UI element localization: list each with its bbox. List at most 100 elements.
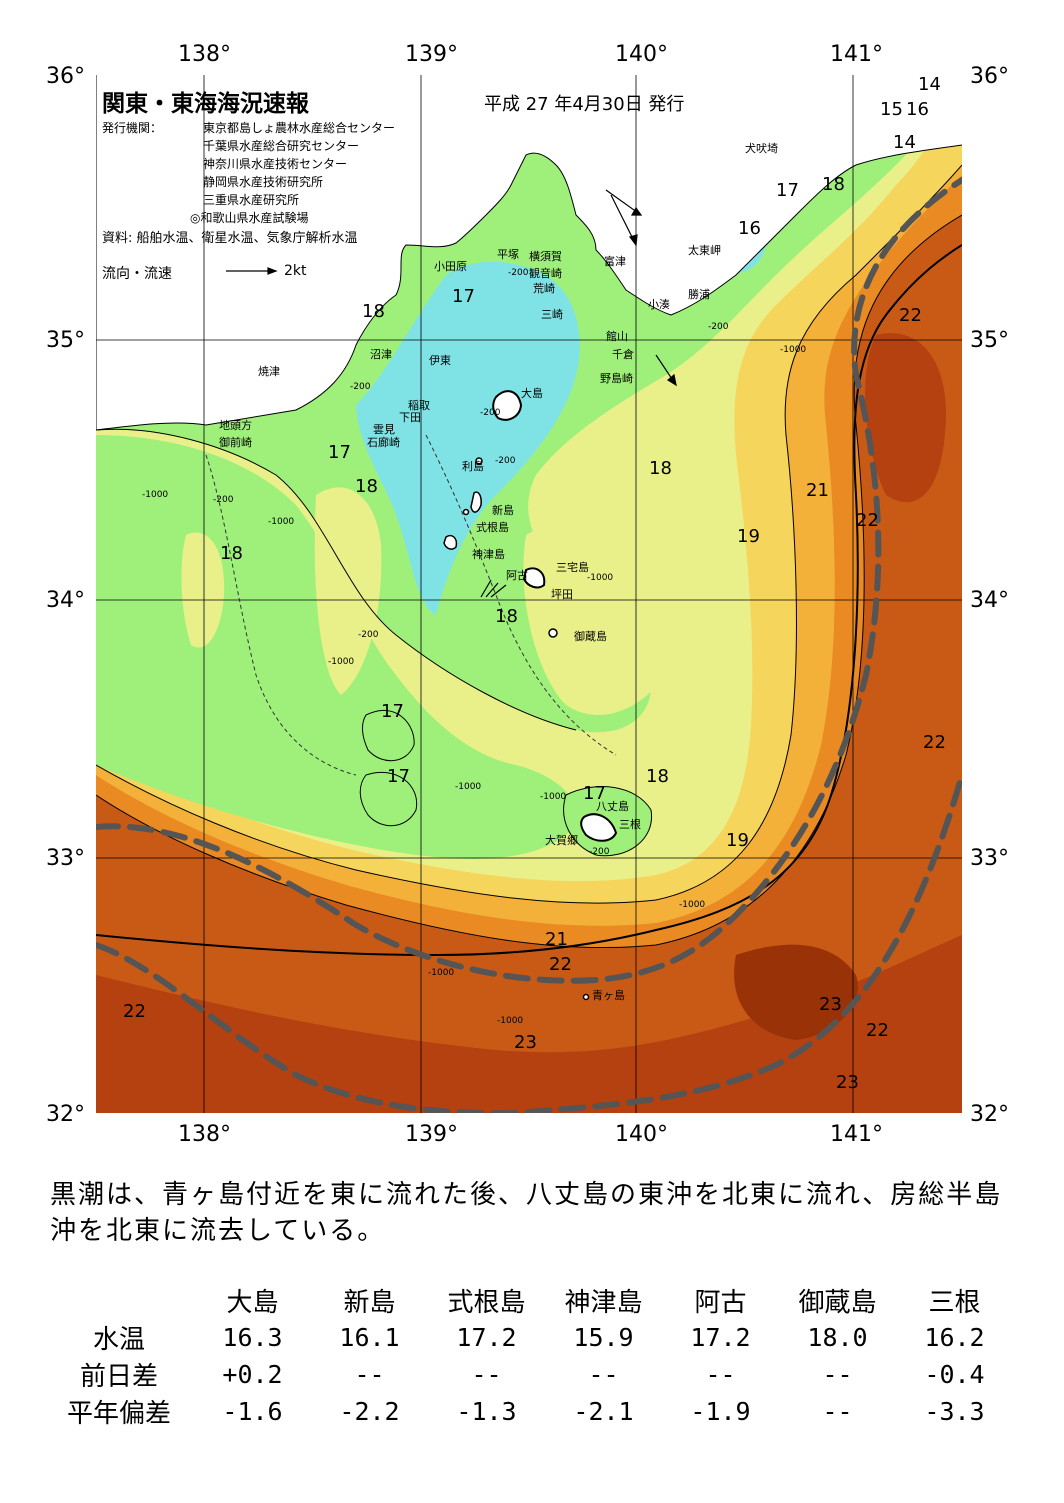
row-label: 水温: [92, 1325, 145, 1355]
isotherm-label: 23: [836, 1072, 859, 1093]
lat-label-36: 36°: [46, 64, 85, 89]
island-niijima: [470, 491, 482, 513]
table-cell: 17.2: [690, 1323, 751, 1352]
flow-arrows: [480, 189, 677, 598]
place-oshima: 大島: [521, 387, 543, 400]
table-cell: 16.3: [222, 1323, 283, 1352]
issue-date: 平成 27 年4月30日 発行: [484, 94, 685, 115]
isotherm-label: 17: [381, 701, 404, 722]
page-title: 関東・東海海況速報: [102, 91, 309, 117]
kuroshio-axis: [96, 177, 962, 1113]
agency-label: 発行機関：: [102, 121, 163, 135]
place-hachijojima: 八丈島: [596, 800, 629, 813]
agency-tokyo: 東京都島しょ農林水産総合センター: [203, 121, 396, 135]
lon-label-139: 139°: [405, 42, 458, 67]
place-mikurajima: 御蔵島: [574, 630, 607, 643]
place-numazu: 沼津: [370, 348, 392, 361]
station-header: 式根島: [447, 1288, 526, 1318]
table-cell: --: [822, 1397, 853, 1426]
depth-label: -1000: [587, 573, 614, 583]
isotherm-label: 22: [923, 732, 946, 753]
place-yokosuka: 横須賀: [529, 250, 562, 263]
isotherm-label: 18: [355, 476, 378, 497]
lat-label-33: 33°: [46, 846, 85, 871]
place-nojimazaki: 野島崎: [600, 372, 633, 385]
isotherm-label: 22: [549, 954, 572, 975]
isotherm-label: 23: [514, 1032, 537, 1053]
table-cell: -1.3: [456, 1397, 517, 1426]
place-niijima: 新島: [492, 504, 514, 517]
flow-legend-label: 流向・流速: [102, 266, 172, 282]
station-header: 阿古: [694, 1288, 747, 1318]
station-header: 新島: [343, 1288, 396, 1318]
water-18-tongue-far-west: [181, 532, 225, 648]
table-cell: -2.1: [573, 1397, 634, 1426]
place-shimoda: 下田: [399, 411, 421, 424]
place-chikura: 千倉: [612, 348, 634, 361]
lat-label-34: 34°: [46, 588, 85, 613]
water-16-sagami: [356, 261, 580, 615]
table-cell: -3.3: [924, 1397, 985, 1426]
agency-kanagawa: 神奈川県水産技術センター: [203, 157, 348, 171]
lon-label-138: 138°: [178, 42, 231, 67]
isotherm-label: 17: [387, 766, 410, 787]
isotherm-label: 17: [452, 286, 475, 307]
lat-label-35-right: 35°: [970, 328, 1009, 353]
place-tateyama: 館山: [606, 330, 628, 343]
isotherm-label: 18: [495, 606, 518, 627]
data-source: 資料: 船舶水温、衛星水温、気象庁解析水温: [102, 231, 358, 246]
table-cell: -1.6: [222, 1397, 283, 1426]
isotherm-label: 17: [328, 442, 351, 463]
isotherm-21: [96, 244, 962, 957]
table-cell: --: [822, 1360, 853, 1389]
island-aogashima: [582, 993, 590, 1001]
isotherm-label: 18: [646, 766, 669, 787]
table-corner: [44, 1282, 194, 1319]
place-jitokata: 地頭方: [219, 419, 252, 432]
water-23-south: [96, 935, 962, 1113]
isotherm-label: 22: [123, 1001, 146, 1022]
table-row-anomaly: 平年偏差 -1.6 -2.2 -1.3 -2.1 -1.9 -- -3.3: [44, 1393, 1013, 1430]
place-kumomi: 雲見: [373, 423, 395, 436]
agency-shizuoka: 静岡県水産技術研究所: [203, 175, 324, 189]
lat-label-32: 32°: [46, 1102, 85, 1127]
table-cell: 16.2: [924, 1323, 985, 1352]
island-mikurajima: [548, 628, 558, 638]
depth-label: -200: [589, 847, 610, 857]
island-oshima: [492, 390, 523, 421]
island-kozushima: [443, 534, 458, 550]
place-ito: 伊東: [429, 354, 451, 367]
place-inubozaki: 犬吠埼: [745, 142, 778, 155]
lon-label-138-bottom: 138°: [178, 1122, 231, 1147]
table-cell: -1.9: [690, 1397, 751, 1426]
isotherm-label: 17: [583, 783, 606, 804]
place-arasaki: 荒崎: [533, 282, 555, 295]
isotherm-label: 16: [906, 99, 929, 120]
station-header: 三根: [928, 1288, 981, 1318]
place-shikinejima: 式根島: [476, 521, 509, 534]
table-cell: --: [471, 1360, 502, 1389]
lat-label-33-right: 33°: [970, 846, 1009, 871]
place-mitsune: 三根: [619, 818, 641, 831]
row-label: 前日差: [79, 1362, 158, 1392]
table-cell: 16.1: [339, 1323, 400, 1352]
water-23-core: [734, 944, 858, 1040]
depth-label: -200: [213, 495, 234, 505]
place-toshima: 利島: [462, 460, 484, 473]
isotherm-label: 22: [856, 510, 879, 531]
place-irozaki: 石廊崎: [367, 436, 400, 449]
station-header: 御蔵島: [798, 1288, 877, 1318]
depth-label: -200: [358, 630, 379, 640]
place-ako: 阿古: [506, 569, 528, 582]
lon-label-141-bottom: 141°: [830, 1122, 883, 1147]
isotherm-label: 18: [362, 301, 385, 322]
water-23-east: [865, 333, 946, 503]
island-miyakejima: [522, 567, 546, 589]
agency-chiba: 千葉県水産総合研究センター: [203, 139, 360, 153]
depth-label: -1000: [142, 490, 169, 500]
table-cell: 17.2: [456, 1323, 517, 1352]
sea-temperature-map: [96, 75, 962, 1113]
place-hiratsuka: 平塚: [497, 248, 519, 261]
place-inatori: 稲取: [408, 399, 430, 412]
water-18-tongue-west: [314, 487, 382, 695]
